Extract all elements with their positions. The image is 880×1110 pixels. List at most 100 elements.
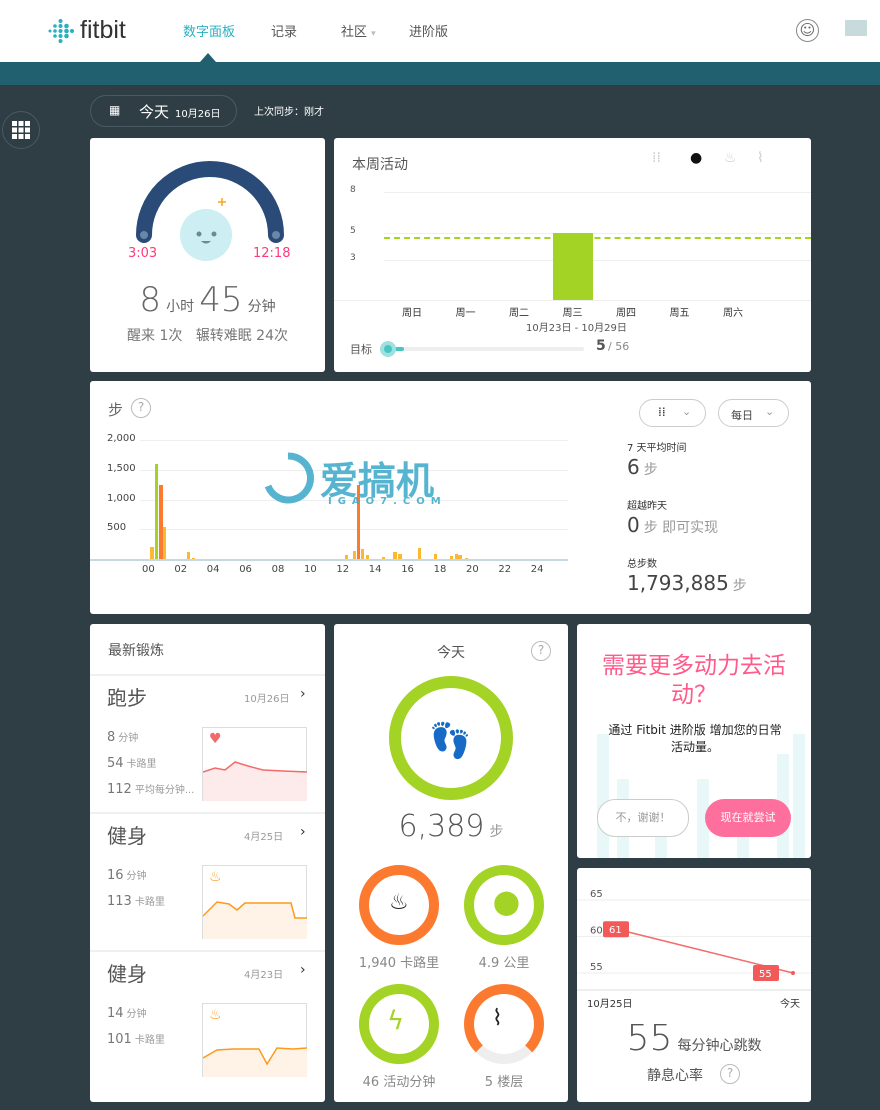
fitbit-logo[interactable]: fitbit [46,16,126,45]
stat-value: 14 [107,1006,124,1021]
active-minutes-ring[interactable]: ϟ [359,984,439,1064]
period-value: 每日 [731,409,753,422]
footsteps-icon[interactable]: ⁞⁞ [652,150,661,166]
step-bar[interactable] [186,552,191,559]
stat-label: 超越昨天 [627,501,667,512]
workout-mini-chart: ♥ [202,727,308,801]
hours-unit: 小时 [166,299,195,315]
step-bar[interactable] [365,555,370,559]
step-bar[interactable] [352,551,357,559]
chat-icon[interactable] [845,20,867,36]
period-dropdown[interactable]: 每日 ⌄ [718,399,789,427]
stat-unit: 卡路里 [134,897,165,908]
floors-value: 5 [484,1075,494,1090]
stat-unit: 分钟 [118,733,139,744]
step-bar[interactable] [381,556,386,559]
calories-ring[interactable]: ♨ [359,865,439,945]
step-bar[interactable] [356,484,361,559]
baseline [334,300,811,301]
workout-stat: 8 分钟 [107,726,138,745]
x-tick-label: 周五 [669,308,690,319]
x-tick-label: 04 [206,564,220,575]
workout-stat: 54 卡路里 [107,752,157,771]
gridline [384,232,811,234]
decline-button[interactable]: 不，谢谢！ [597,799,689,837]
step-bar[interactable] [393,552,397,559]
stat-label: 总步数 [627,559,657,570]
workout-stat: 112 平均每分钟... [107,778,194,797]
metric-dropdown[interactable]: ⁞⁞ ⌄ [639,399,706,427]
week-range: 10月23日 - 10月29日 [526,323,627,334]
step-bar[interactable] [417,548,422,559]
x-tick-label: 06 [239,564,252,575]
stairs-icon[interactable]: ⌇ [757,150,764,166]
help-icon[interactable]: ? [531,641,551,661]
week-activity-card: 本周活动 ⁞⁞ ● ♨ ⌇ 8 5 3 周日 周一 周二 周三 周四 周五 周六 10月23日 -… [334,138,811,372]
step-bar[interactable] [433,553,438,559]
flame-icon: ♨ [209,869,222,885]
chevron-right-icon[interactable]: › [300,824,306,840]
try-now-button[interactable]: 现在就尝试 [705,799,791,837]
active-value: 46 [362,1075,380,1090]
date-picker[interactable]: ▦ 今天 10月26日 [90,95,237,127]
active-minutes-label: 46 活动分钟 [334,1071,464,1090]
help-icon[interactable]: ? [720,1064,740,1084]
step-bar[interactable] [159,485,163,559]
step-bar[interactable] [458,555,462,559]
step-bar[interactable] [191,558,196,559]
date-day: 今天 [139,103,170,121]
y-tick-label: 55 [590,962,603,973]
gridline [384,259,811,261]
workout-stat: 14 分钟 [107,1002,147,1021]
chevron-right-icon[interactable]: › [300,962,306,978]
apps-grid-button[interactable] [2,111,40,149]
sparkle-icon [218,198,226,206]
card-title: 本周活动 [352,157,408,173]
step-bar[interactable] [162,527,167,559]
flame-icon[interactable]: ♨ [724,150,737,166]
x-label-start: 10月25日 [587,999,633,1010]
divider [90,950,325,952]
nav-log[interactable]: 记录 [271,25,298,40]
workout-item[interactable]: 健身 4月25日 › 16 分钟 113 卡路里 ♨ [90,812,325,950]
step-bar[interactable] [150,547,154,559]
stat-value: 6 [627,455,640,479]
stat-value-row: 1,793,885 步 [627,571,747,595]
active-unit: 活动分钟 [383,1075,436,1090]
floors-ring[interactable]: ⌇ [464,984,544,1064]
sleep-card[interactable]: 3:03 12:18 8 小时 45 分钟 醒来 1次 辗转难眠 24次 [90,138,325,372]
step-bar[interactable] [449,556,454,559]
smiley-icon[interactable]: ☺ [796,19,819,42]
last-sync: 上次同步：刚才 [254,107,324,118]
step-bar[interactable] [464,558,469,559]
resting-heart-rate-card: 65 60 55 61 55 10月25日 今天 55 每分钟心跳数 静息心率 ? [577,868,811,1102]
workout-stat: 113 卡路里 [107,890,165,909]
workout-item[interactable]: 跑步 10月26日 › 8 分钟 54 卡路里 112 平均每分钟... ♥ [90,674,325,812]
location-pin-icon[interactable]: ● [690,150,703,166]
stat-unit: 分钟 [126,1009,147,1020]
card-title: 步 [108,401,124,419]
nav-dashboard[interactable]: 数字面板 [183,25,236,40]
goal-slider-handle[interactable] [380,341,396,357]
step-bar[interactable] [398,554,402,559]
data-point[interactable] [791,971,795,975]
data-point[interactable] [615,927,619,932]
help-icon[interactable]: ? [131,398,151,418]
floors-label: 5 楼层 [444,1071,564,1090]
step-bar[interactable] [154,463,159,559]
workout-item[interactable]: 健身 4月23日 › 14 分钟 101 卡路里 ♨ [90,950,325,1088]
week-bar[interactable] [552,232,593,300]
step-bar[interactable] [344,555,349,559]
x-tick-label: 14 [368,564,382,575]
workout-name: 跑步 [107,686,147,710]
nav-premium[interactable]: 进阶版 [409,25,449,40]
nav-community[interactable]: 社区 ▾ [341,21,376,40]
chevron-right-icon[interactable]: › [300,686,306,702]
header-band [0,62,880,85]
calories-label: 1,940 卡路里 [334,952,464,971]
workout-date: 10月26日 [244,694,290,705]
step-bar[interactable] [360,548,365,559]
distance-ring[interactable]: ⬤ [464,865,544,945]
step-bar[interactable] [454,553,459,559]
stat-value: 54 [107,756,124,771]
